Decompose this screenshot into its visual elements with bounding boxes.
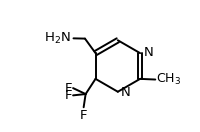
Text: F: F [80,109,87,122]
Text: N: N [121,86,130,98]
Text: F: F [65,89,72,102]
Text: N: N [143,46,153,59]
Text: CH$_3$: CH$_3$ [156,72,181,87]
Text: F: F [65,82,72,95]
Text: H$_2$N: H$_2$N [44,31,70,46]
